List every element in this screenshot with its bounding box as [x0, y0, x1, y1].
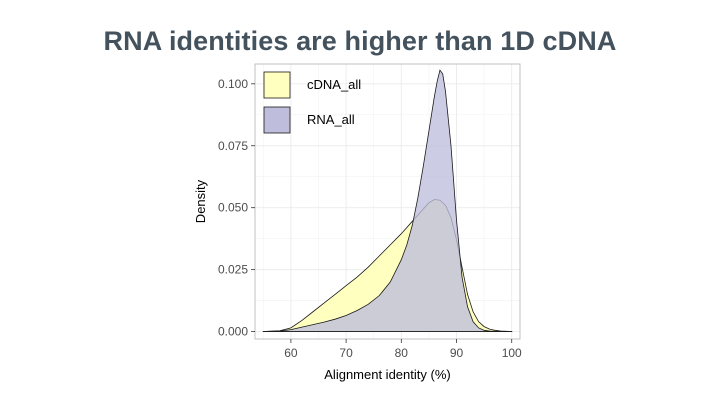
x-tick-label: 90: [450, 346, 464, 360]
slide-title: RNA identities are higher than 1D cDNA: [103, 26, 617, 56]
density-area-rna-all: [262, 69, 513, 332]
y-tick-label: 0.000: [218, 325, 248, 339]
legend-key-rna-all: [263, 106, 291, 134]
x-tick-label: 60: [284, 346, 298, 360]
legend: cDNA_all RNA_all: [263, 71, 361, 134]
y-tick-label: 0.050: [218, 201, 248, 215]
legend-label-cdna-all: cDNA_all: [307, 77, 361, 92]
y-tick-label: 0.025: [218, 263, 248, 277]
x-axis-title: Alignment identity (%): [324, 367, 450, 382]
x-tick-label: 70: [339, 346, 353, 360]
legend-key-cdna-all: [263, 71, 291, 99]
x-tick-label: 80: [395, 346, 409, 360]
y-axis-title: Density: [193, 179, 208, 223]
panel-border: [254, 63, 521, 340]
density-areas: [262, 69, 513, 333]
y-tick-label: 0.100: [218, 77, 248, 91]
x-tick-label: 100: [502, 346, 522, 360]
axis-ticks: 60 70 80 90 100 0.000 0.025 0.050 0.075 0.100: [218, 77, 522, 360]
legend-label-rna-all: RNA_all: [307, 112, 355, 127]
y-tick-label: 0.075: [218, 139, 248, 153]
